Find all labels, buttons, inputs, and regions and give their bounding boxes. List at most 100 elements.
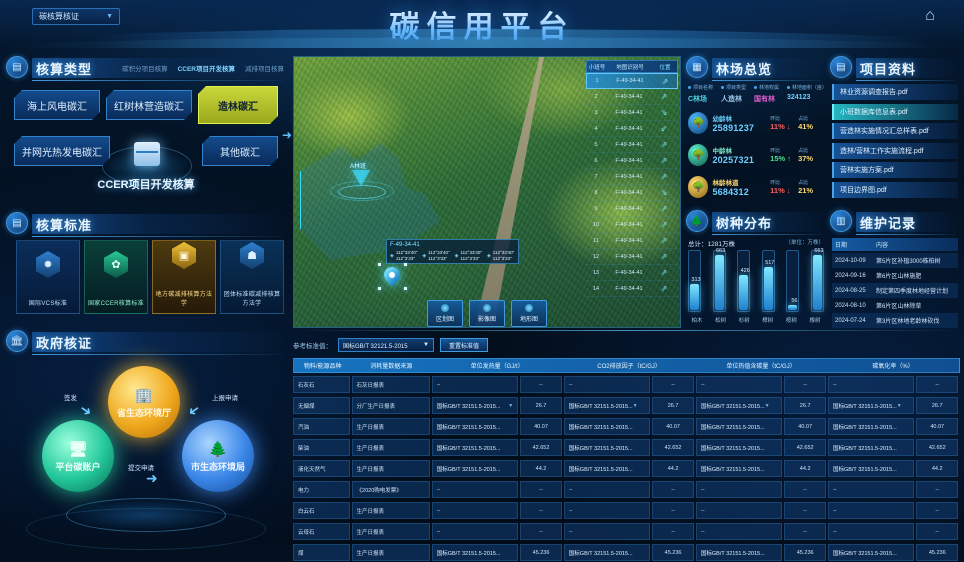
type-button-other[interactable]: 其他碳汇 (202, 136, 278, 166)
table-row[interactable]: 无烟煤 分厂生产日报表 国标GB/T 32151.5-2015... ▼ 26.7… (293, 396, 960, 415)
home-icon[interactable]: ⌂ (925, 7, 935, 24)
cell-standard[interactable]: -- (695, 481, 783, 498)
table-row[interactable]: 12 F-49-34-41 ⇗ (586, 249, 678, 265)
node-platform-carbon-account[interactable]: 🖥 平台碳账户 (42, 420, 114, 492)
chart-bar[interactable] (739, 275, 749, 310)
table-row[interactable]: 11 F-49-34-41 ⇗ (586, 233, 678, 249)
cell-standard[interactable]: 国标GB/T 32151.5-2015... (431, 544, 519, 561)
cell-standard[interactable]: 国标GB/T 32151.5-2015... (695, 544, 783, 561)
locate-icon[interactable]: ⇗ (660, 156, 668, 165)
cell-standard[interactable]: -- (563, 376, 651, 393)
chart-bar[interactable] (714, 255, 724, 310)
module-select[interactable]: 碳核算核证 ▼ (32, 8, 120, 25)
node-city-bureau[interactable]: 🌲 市生态环境局 (182, 420, 254, 492)
table-row[interactable]: 10 F-49-34-41 ⇗ (586, 217, 678, 233)
table-row[interactable]: 14 F-49-34-41 ⇗ (586, 281, 678, 297)
map-layer-imagery[interactable]: 影像图 (469, 300, 506, 327)
table-row[interactable]: 13 F-49-34-41 ⇗ (586, 265, 678, 281)
cell-standard[interactable]: -- (563, 523, 651, 540)
locate-icon[interactable]: ⇘ (660, 188, 668, 197)
table-row[interactable]: 石灰石 石灰日报表 -- -- -- -- -- -- -- -- (293, 375, 960, 394)
reference-standard-select[interactable]: 国标GB/T 32121.5-2015 ▼ (338, 338, 434, 352)
cell-standard[interactable]: -- (695, 523, 783, 540)
document-item[interactable]: 营造林实施情况汇总样表.pdf (832, 123, 958, 139)
cell-standard[interactable]: 国标GB/T 32151.5-2015... (695, 460, 783, 477)
table-row[interactable]: 1 F-49-34-41 ⇗ (586, 73, 678, 89)
tab-carbon-credit[interactable]: 碳积分项目核算 (122, 66, 168, 73)
standard-card-vcs[interactable]: ✹ 国际VCS标准 (16, 240, 80, 314)
table-row[interactable]: 7 F-49-34-41 ⇗ (586, 169, 678, 185)
cell-standard[interactable]: 国标GB/T 32151.5-2015... ▼ (827, 397, 915, 414)
cell-standard[interactable]: 国标GB/T 32151.5-2015... (827, 418, 915, 435)
standard-card-local[interactable]: ▣ 地方碳减排核算方法学 (152, 240, 216, 314)
node-provincial-department[interactable]: 🏢 省生态环境厅 (108, 366, 180, 438)
cell-standard[interactable]: -- (431, 502, 519, 519)
reset-standard-button[interactable]: 重置标准值 (440, 338, 489, 352)
cell-standard[interactable]: 国标GB/T 32151.5-2015... (695, 439, 783, 456)
cell-standard[interactable]: 国标GB/T 32151.5-2015... ▼ (563, 397, 651, 414)
cell-standard[interactable]: 国标GB/T 32151.5-2015... (431, 460, 519, 477)
maintenance-row[interactable]: 2024-09-16 第6片区山林施肥 (832, 268, 958, 283)
table-row[interactable]: 煤 生产日报表 国标GB/T 32151.5-2015... 45.236 国标… (293, 543, 960, 562)
tab-reduction[interactable]: 减排项目核算 (245, 66, 284, 73)
locate-icon[interactable]: ⇗ (660, 268, 668, 277)
locate-icon[interactable]: ⇘ (660, 108, 668, 117)
cell-standard[interactable]: 国标GB/T 32151.5-2015... (563, 418, 651, 435)
type-button-afforestation[interactable]: 造林碳汇 (198, 86, 278, 124)
locate-icon[interactable]: ⇗ (660, 220, 668, 229)
document-item[interactable]: 营林实施方案.pdf (832, 162, 958, 178)
map-pin-marker[interactable] (378, 263, 407, 290)
chart-bar[interactable] (788, 305, 798, 310)
table-row[interactable]: 云母石 生产日报表 -- -- -- -- -- -- -- -- (293, 522, 960, 541)
type-button-solar-thermal[interactable]: 并网光热发电碳汇 (14, 136, 110, 166)
table-row[interactable]: 汽油 生产日报表 国标GB/T 32151.5-2015... 40.07 国标… (293, 417, 960, 436)
cell-standard[interactable]: 国标GB/T 32151.5-2015... (827, 439, 915, 456)
aerial-map-view[interactable]: A林班 F-49-34-41 ◈ 112°33'40" 112°3'33" ◈ 1… (293, 56, 681, 328)
chart-bar[interactable] (763, 267, 773, 310)
cell-standard[interactable]: 国标GB/T 32151.5-2015... (695, 418, 783, 435)
table-row[interactable]: 2 F-49-34-41 ⇗ (586, 89, 678, 105)
locate-icon[interactable]: ⇗ (660, 140, 668, 149)
cell-standard[interactable]: 国标GB/T 32151.5-2015... (827, 544, 915, 561)
table-row[interactable]: 8 F-49-34-41 ⇘ (586, 185, 678, 201)
table-row[interactable]: 6 F-49-34-41 ⇗ (586, 153, 678, 169)
maintenance-row[interactable]: 2024-08-25 制定第四季度林地经营计划 (832, 283, 958, 298)
cell-standard[interactable]: -- (695, 376, 783, 393)
cell-standard[interactable]: -- (431, 523, 519, 540)
locate-icon[interactable]: ⇙ (660, 124, 668, 133)
cell-standard[interactable]: 国标GB/T 32151.5-2015... (827, 460, 915, 477)
locate-icon[interactable]: ⇗ (660, 92, 668, 101)
standard-card-group[interactable]: ☗ 团体标准碳减排核算方法学 (220, 240, 284, 314)
cell-standard[interactable]: 国标GB/T 32151.5-2015... ▼ (431, 397, 519, 414)
standard-card-ccer[interactable]: ✿ 国家CCER核算标准 (84, 240, 148, 314)
table-row[interactable]: 电力 《2020购电发票》 -- -- -- -- -- -- -- -- (293, 480, 960, 499)
cell-standard[interactable]: 国标GB/T 32151.5-2015... (563, 544, 651, 561)
cell-standard[interactable]: -- (827, 502, 915, 519)
cell-standard[interactable]: -- (431, 376, 519, 393)
document-item[interactable]: 造林/营林工作实施流程.pdf (832, 142, 958, 159)
cell-standard[interactable]: -- (827, 481, 915, 498)
cell-standard[interactable]: -- (827, 376, 915, 393)
locate-icon[interactable]: ⇗ (660, 252, 668, 261)
chart-bar[interactable] (690, 284, 699, 310)
cell-standard[interactable]: -- (563, 481, 651, 498)
cell-standard[interactable]: -- (827, 523, 915, 540)
locate-icon[interactable]: ⇗ (660, 204, 668, 213)
cell-standard[interactable]: 国标GB/T 32151.5-2015... (563, 460, 651, 477)
locate-icon[interactable]: ⇗ (660, 284, 668, 293)
table-row[interactable]: 9 F-49-34-41 ⇗ (586, 201, 678, 217)
tab-ccer[interactable]: CCER项目开发核算 (177, 66, 235, 73)
table-row[interactable]: 5 F-49-34-41 ⇗ (586, 137, 678, 153)
table-row[interactable]: 柴油 生产日报表 国标GB/T 32151.5-2015... 42.652 国… (293, 438, 960, 457)
document-item[interactable]: 小班数据库信息表.pdf (832, 103, 958, 120)
map-layer-zoning[interactable]: 区划图 (426, 300, 463, 327)
maintenance-row[interactable]: 2024-08-10 第6片区山林除草 (832, 298, 958, 313)
locate-icon[interactable]: ⇗ (661, 76, 669, 86)
locate-icon[interactable]: ⇗ (660, 236, 668, 245)
cell-standard[interactable]: -- (695, 502, 783, 519)
table-row[interactable]: 白云石 生产日报表 -- -- -- -- -- -- -- -- (293, 501, 960, 520)
type-button-offshore-wind[interactable]: 海上风电碳汇 (14, 90, 100, 120)
type-button-mangrove[interactable]: 红树林营造碳汇 (106, 90, 192, 120)
table-row[interactable]: 4 F-49-34-41 ⇙ (586, 121, 678, 137)
cell-standard[interactable]: 国标GB/T 32151.5-2015... (431, 439, 519, 456)
